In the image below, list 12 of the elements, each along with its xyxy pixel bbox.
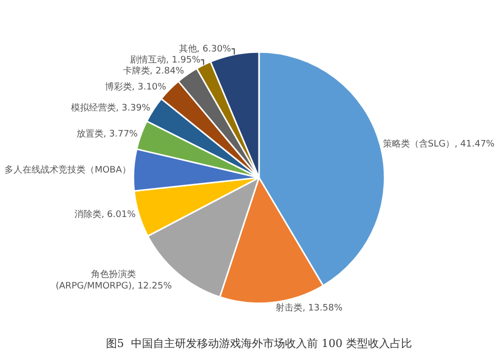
slice-label: 消除类, 6.01%	[74, 209, 136, 220]
slice-label: 模拟经营类, 3.39%	[70, 102, 151, 114]
slice-label: 射击类, 13.58%	[275, 302, 343, 314]
slice-label: 剧情互动, 1.95%	[130, 54, 201, 66]
slice-label: 卡牌类, 2.84%	[122, 65, 185, 76]
caption: 图5 中国自主研发移动游戏海外市场收入前 100 类型收入占比	[106, 337, 412, 350]
slice-label: 放置类, 3.77%	[76, 128, 138, 140]
slice-label: 博彩类, 3.10%	[104, 81, 167, 92]
slice-label: 角色扮演类 (ARPG/MMORPG), 12.25%	[56, 268, 172, 292]
slice-label: 策略类（含SLG）, 41.47%	[382, 138, 496, 150]
slice-label: 多人在线战术竞技类（MOBA）	[4, 164, 131, 176]
slice-label: 其他, 6.30%	[178, 43, 232, 54]
